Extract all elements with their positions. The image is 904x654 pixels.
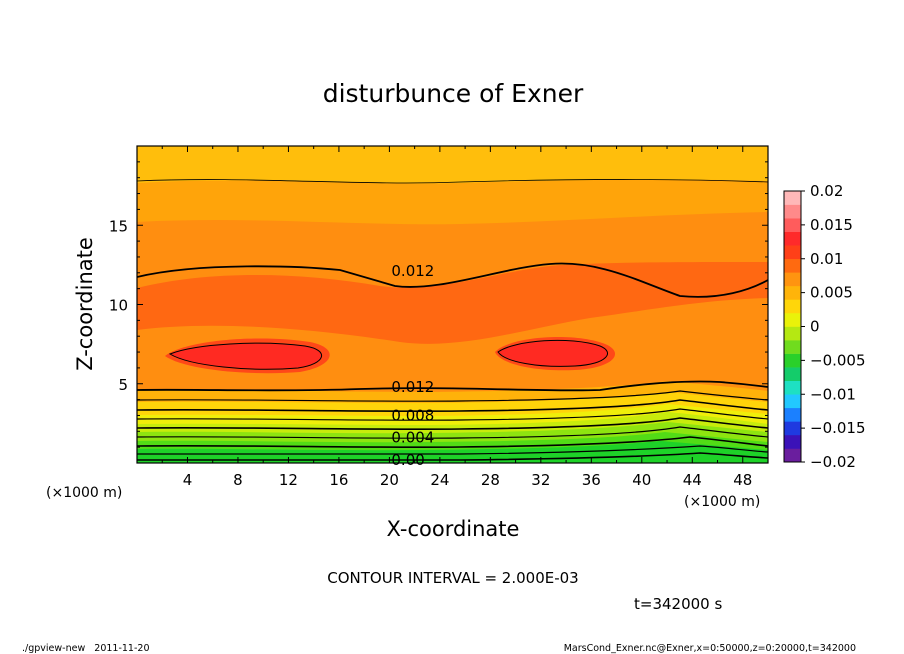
contour-label-1: 0.012 (391, 378, 434, 396)
x-unit-label: (×1000 m) (684, 494, 760, 510)
x-tick-label-28: 28 (481, 471, 500, 489)
contour-line-10 (137, 178, 768, 184)
contour-band-14 (170, 343, 322, 370)
contour-line-4 (137, 417, 768, 431)
colorbar-swatch-18 (784, 204, 801, 219)
colorbar-label-3: 0.005 (810, 284, 853, 302)
time-text: t=342000 s (634, 595, 722, 613)
colorbar-label-5: −0.005 (810, 351, 866, 369)
footer-right: MarsCond_Exner.nc@Exner,x=0:50000,z=0:20… (564, 643, 856, 654)
colorbar-label-1: 0.015 (810, 216, 853, 234)
colorbar-swatch-16 (784, 231, 801, 246)
contour-line-7 (137, 390, 768, 402)
colorbar-swatch-13 (784, 272, 801, 287)
colorbar-label-0: 0.02 (810, 182, 843, 200)
contour-line-2 (137, 436, 768, 449)
y-axis-label: Z-coordinate (73, 237, 97, 371)
contour-line-9 (137, 262, 768, 298)
colorbar-swatch-11 (784, 299, 801, 314)
colorbar-swatch-8 (784, 340, 801, 354)
contour-line-0 (137, 452, 768, 462)
x-tick-label-4: 4 (183, 471, 193, 489)
colorbar (783, 190, 802, 463)
colorbar-label-6: −0.01 (810, 385, 856, 403)
colorbar-swatch-2 (784, 421, 801, 436)
contour-label-0: 0.012 (391, 262, 434, 280)
colorbar-label-8: −0.02 (810, 453, 856, 471)
x-axis-label: X-coordinate (387, 517, 520, 541)
contour-label-3: 0.004 (391, 429, 434, 447)
x-tick-label-24: 24 (430, 471, 449, 489)
contour-field (137, 146, 768, 463)
x-tick-label-44: 44 (683, 471, 702, 489)
contour-label-4: 0.00 (391, 451, 424, 469)
colorbar-swatch-4 (784, 394, 801, 409)
colorbar-label-7: −0.015 (810, 419, 866, 437)
y-tick-label-5: 5 (118, 376, 128, 394)
contour-line-6 (137, 399, 768, 413)
contour-line-8 (137, 380, 768, 392)
colorbar-swatch-1 (784, 434, 801, 449)
colorbar-swatch-17 (784, 218, 801, 232)
contour-band-11 (137, 146, 768, 184)
x-tick-label-8: 8 (233, 471, 243, 489)
chart-title: disturbunce of Exner (323, 79, 584, 108)
contour-line-11 (168, 342, 323, 370)
colorbar-swatch-5 (784, 380, 801, 395)
colorbar-label-4: 0 (810, 318, 820, 336)
contour-interval-text: CONTOUR INTERVAL = 2.000E-03 (327, 569, 578, 587)
colorbar-label-2: 0.01 (810, 250, 843, 268)
x-tick-label-48: 48 (733, 471, 752, 489)
colorbar-swatch-6 (784, 367, 801, 381)
x-tick-label-12: 12 (279, 471, 298, 489)
contour-line-1 (137, 445, 768, 455)
contour-line-5 (137, 408, 768, 421)
colorbar-swatch-15 (784, 245, 801, 260)
colorbar-swatch-12 (784, 285, 801, 300)
y-tick-label-10: 10 (109, 297, 128, 315)
x-tick-label-16: 16 (329, 471, 348, 489)
y-tick-label-15: 15 (109, 217, 128, 235)
x-tick-label-36: 36 (582, 471, 601, 489)
colorbar-swatch-9 (784, 326, 801, 341)
colorbar-swatch-14 (784, 258, 801, 273)
x-tick-label-40: 40 (632, 471, 651, 489)
colorbar-swatch-0 (784, 448, 801, 463)
colorbar-swatch-10 (784, 312, 801, 327)
colorbar-swatch-19 (784, 191, 801, 205)
colorbar-swatch-3 (784, 407, 801, 422)
y-unit-label: (×1000 m) (46, 485, 122, 501)
contour-line-3 (137, 426, 768, 439)
x-tick-label-32: 32 (531, 471, 550, 489)
contour-line-12 (497, 339, 608, 367)
x-tick-label-20: 20 (380, 471, 399, 489)
contour-band-15 (498, 340, 608, 367)
contour-label-2: 0.008 (391, 406, 434, 424)
footer-left: ./gpview-new 2011-11-20 (22, 643, 150, 654)
colorbar-swatch-7 (784, 353, 801, 368)
